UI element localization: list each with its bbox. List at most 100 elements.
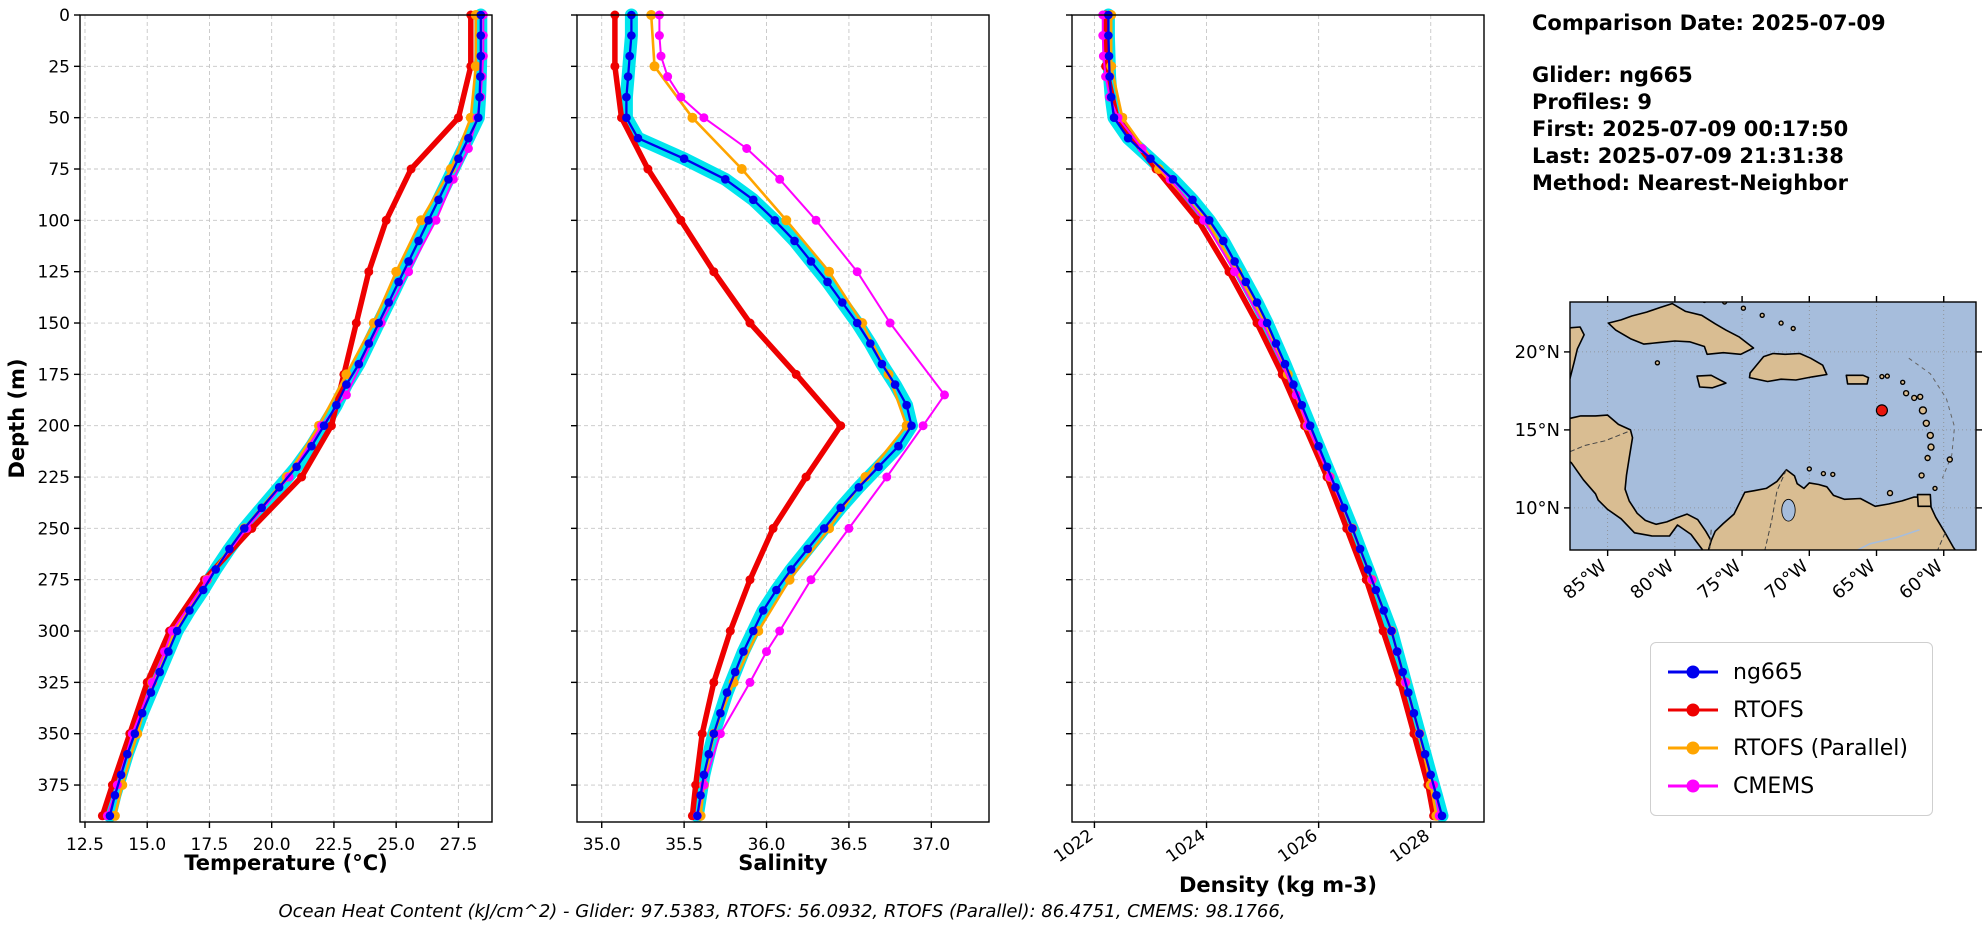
CMEMS-line: [106, 15, 485, 817]
svg-text:300: 300: [38, 622, 70, 642]
svg-text:36.0: 36.0: [748, 835, 786, 855]
ohc-caption: Ocean Heat Content (kJ/cm^2) - Glider: 9…: [278, 901, 1286, 922]
svg-text:Temperature (°C): Temperature (°C): [184, 851, 387, 875]
info-glider: Glider: ng665: [1532, 63, 1693, 87]
svg-text:250: 250: [38, 519, 70, 539]
salinity-chart: 35.0 35.5 36.0 36.5 37.0 Salinity: [571, 8, 990, 875]
svg-text:25.0: 25.0: [377, 835, 415, 855]
legend-label: RTOFS (Parallel): [1733, 735, 1908, 761]
svg-text:70°W: 70°W: [1761, 556, 1813, 604]
svg-text:35.0: 35.0: [583, 835, 621, 855]
legend-line-marker-icon: [1668, 779, 1718, 793]
land-trinidad: [1916, 493, 1932, 508]
ng665-line: [625, 15, 913, 816]
map-frame: [1569, 301, 1977, 551]
svg-text:15°N: 15°N: [1515, 420, 1560, 441]
glider-location-marker: [1875, 404, 1888, 417]
RTOFS-line: [1102, 15, 1437, 817]
svg-text:1028: 1028: [1387, 826, 1434, 867]
border-line: [1709, 529, 1712, 549]
svg-text:20.0: 20.0: [253, 835, 291, 855]
svg-text:225: 225: [38, 468, 70, 488]
svg-text:27.5: 27.5: [439, 835, 477, 855]
CMEMS-line: [1101, 15, 1441, 816]
legend-line-marker-icon: [1668, 703, 1718, 717]
info-profiles: Profiles: 9: [1532, 90, 1653, 114]
svg-text:15.0: 15.0: [128, 835, 166, 855]
svg-text:1024: 1024: [1162, 826, 1209, 867]
svg-text:10°N: 10°N: [1515, 498, 1560, 519]
info-method: Method: Nearest-Neighbor: [1532, 171, 1848, 195]
ng665-markers: [1104, 10, 1447, 821]
svg-text:175: 175: [38, 365, 70, 385]
land-cuba: [1607, 302, 1755, 356]
ng665-line: [1107, 15, 1444, 817]
svg-text:65°W: 65°W: [1828, 556, 1880, 604]
info-gap: [1532, 37, 1886, 62]
ng665-scatter: [619, 8, 918, 823]
svg-text:0: 0: [59, 6, 70, 26]
border-line: [1764, 469, 1787, 550]
svg-text:125: 125: [38, 263, 70, 283]
legend-item-cmems: CMEMS: [1665, 767, 1908, 805]
location-map: 85°W 80°W 75°W 70°W 65°W 60°W 20°N 15°N 10°N: [1515, 296, 1982, 604]
legend-item-ng665: ng665: [1665, 653, 1908, 691]
ng665-markers: [105, 10, 486, 821]
ng665-scatter: [103, 8, 488, 823]
svg-text:36.5: 36.5: [830, 835, 868, 855]
CMEMS-markers: [102, 10, 488, 821]
legend: ng665 RTOFS RTOFS (Parallel) CMEMS: [1650, 642, 1933, 816]
RTOFS-line: [99, 15, 474, 817]
svg-text:25: 25: [48, 57, 70, 77]
RTOFS (Parallel)-markers: [109, 10, 481, 821]
land-puertorico: [1845, 374, 1870, 385]
svg-text:75: 75: [48, 160, 70, 180]
svg-text:350: 350: [38, 725, 70, 745]
svg-text:50: 50: [48, 109, 70, 129]
svg-text:Density (kg m-3): Density (kg m-3): [1179, 873, 1377, 897]
svg-text:22.5: 22.5: [315, 835, 353, 855]
ng665-line: [108, 15, 482, 817]
svg-text:35.5: 35.5: [665, 835, 703, 855]
svg-text:Depth (m): Depth (m): [5, 358, 29, 478]
legend-label: CMEMS: [1733, 773, 1815, 799]
CMEMS-line: [658, 15, 946, 817]
RTOFS (Parallel)-line: [649, 14, 908, 816]
temperature-chart: 12.5 15.0 17.5 20.0 22.5 25.0 27.5 0 25 50 75 100 12…: [5, 6, 493, 875]
legend-label: ng665: [1733, 659, 1803, 685]
lake-maracaibo: [1781, 498, 1796, 522]
svg-text:37.0: 37.0: [912, 835, 950, 855]
svg-text:80°W: 80°W: [1627, 556, 1679, 604]
legend-item-rtofs-parallel-: RTOFS (Parallel): [1665, 729, 1908, 767]
RTOFS (Parallel)-line: [1109, 15, 1438, 817]
svg-text:17.5: 17.5: [191, 835, 229, 855]
land-centam: [1570, 326, 1712, 550]
land-southam: [1707, 468, 1957, 550]
svg-text:375: 375: [38, 776, 70, 796]
svg-text:1022: 1022: [1050, 826, 1097, 867]
profile-charts: 12.5 15.0 17.5 20.0 22.5 25.0 27.5 0 25 50 75 100 12…: [5, 6, 1485, 897]
RTOFS (Parallel)-markers: [1106, 10, 1442, 821]
svg-text:20°N: 20°N: [1515, 342, 1560, 363]
info-comparison-date: Comparison Date: 2025-07-09: [1532, 11, 1886, 35]
info-first: First: 2025-07-09 00:17:50: [1532, 117, 1849, 141]
CMEMS-markers: [654, 10, 949, 821]
density-chart: 1022 1024 1026 1028 Density (kg m-3): [1050, 8, 1485, 897]
svg-text:275: 275: [38, 571, 70, 591]
svg-text:Salinity: Salinity: [738, 851, 828, 875]
svg-text:325: 325: [38, 673, 70, 693]
ng665-markers: [622, 10, 916, 821]
map-content: [1570, 302, 1976, 550]
map-land: [1570, 302, 1957, 550]
CMEMS-markers: [1098, 10, 1444, 821]
ng665-scatter: [1101, 8, 1449, 823]
svg-text:60°W: 60°W: [1895, 556, 1947, 604]
info-panel: Comparison Date: 2025-07-09 Glider: ng66…: [1532, 10, 1886, 197]
RTOFS (Parallel)-markers: [646, 10, 912, 821]
legend-label: RTOFS: [1733, 697, 1804, 723]
svg-text:100: 100: [38, 211, 70, 231]
svg-text:12.5: 12.5: [66, 835, 104, 855]
info-last: Last: 2025-07-09 21:31:38: [1532, 144, 1844, 168]
legend-line-marker-icon: [1668, 665, 1718, 679]
